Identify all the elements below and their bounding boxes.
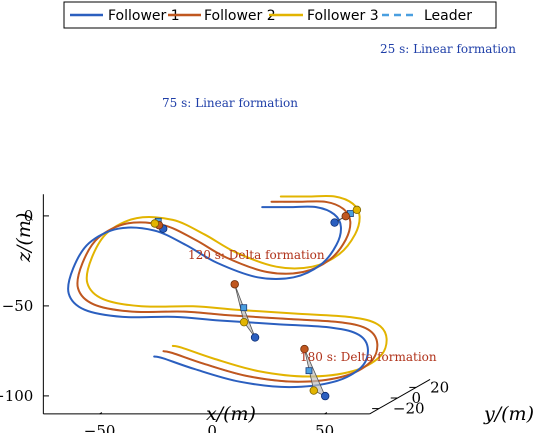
follower-1-marker <box>321 391 330 401</box>
trajectory-follower-2 <box>76 200 379 383</box>
formation-group: 180 s: Delta formation <box>300 344 437 401</box>
follower-3-marker <box>309 386 318 395</box>
y-axis-line <box>369 379 431 415</box>
formation-group: 75 s: Linear formation <box>150 96 298 233</box>
trajectories <box>67 194 388 389</box>
follower-2-marker <box>230 280 239 289</box>
follower-1-marker <box>250 333 260 342</box>
trajectory-follower-1 <box>67 205 369 389</box>
z-tick-label: 0 <box>24 207 34 225</box>
formation-annotation: 180 s: Delta formation <box>300 350 437 364</box>
follower-1-marker <box>330 218 339 227</box>
legend-label-leader: Leader <box>424 8 472 24</box>
formation-group: 25 s: Linear formation <box>330 42 516 227</box>
x-tick-label: 0 <box>207 422 217 433</box>
formation-annotation: 120 s: Delta formation <box>188 248 325 262</box>
legend-label-follower-1: Follower 1 <box>108 8 180 24</box>
y-tick-label: 20 <box>430 378 449 396</box>
formation-annotation: 25 s: Linear formation <box>380 42 516 56</box>
follower-3-marker <box>239 317 249 327</box>
z-tick-label: −100 <box>0 387 33 405</box>
y-tick-label: −20 <box>393 400 425 418</box>
formations: 25 s: Linear formation 75 s: Linear forma… <box>150 42 516 401</box>
formation-group: 120 s: Delta formation <box>188 248 325 342</box>
legend-label-follower-2: Follower 2 <box>204 8 276 24</box>
trajectory-follower-3 <box>85 194 388 378</box>
y-tick-label: 0 <box>412 389 422 407</box>
z-axis-label: z/(m) <box>13 213 35 263</box>
x-tick-label: −50 <box>84 422 116 433</box>
x-tick-mark <box>324 412 328 415</box>
legend: Follower 1 Follower 2 Follower 3 Leader <box>63 1 497 29</box>
x-axis-label: x/(m) <box>206 403 256 425</box>
follower-2-marker <box>300 344 309 354</box>
follower-3-marker <box>352 205 362 215</box>
axis-labels: x/(m) y/(m) z/(m) <box>13 213 534 425</box>
x-tick-mark <box>211 412 215 415</box>
formation-annotation: 75 s: Linear formation <box>162 96 298 110</box>
legend-label-follower-3: Follower 3 <box>307 8 379 24</box>
x-tick-mark <box>99 412 103 415</box>
leader-marker <box>240 304 248 312</box>
z-tick-label: −50 <box>2 297 34 315</box>
follower-2-marker <box>341 211 350 221</box>
follower-3-marker <box>150 219 159 228</box>
leader-marker <box>305 367 313 375</box>
x-tick-label: 50 <box>315 422 334 433</box>
y-axis-label: y/(m) <box>483 403 534 425</box>
